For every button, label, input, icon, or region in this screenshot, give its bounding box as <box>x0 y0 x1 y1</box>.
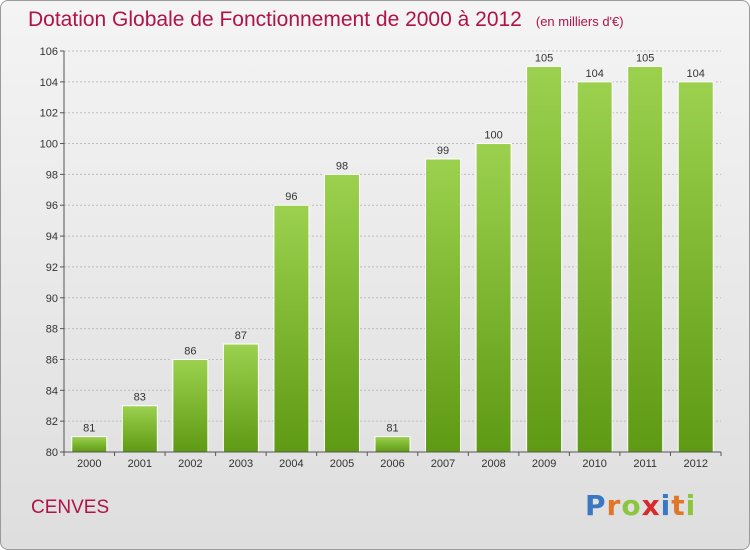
bar-2004 <box>273 204 310 453</box>
proxiti-letter: r <box>606 489 622 522</box>
data-label-2011: 105 <box>636 52 654 64</box>
y-tick-label: 96 <box>46 200 58 212</box>
y-tick-label: 104 <box>40 77 58 89</box>
commune-name: CENVES <box>31 497 110 518</box>
x-tick-label-2003: 2003 <box>229 458 253 470</box>
bar-2011 <box>627 65 664 453</box>
proxiti-letter: t <box>671 489 686 522</box>
bars <box>71 65 714 453</box>
data-label-2006: 81 <box>386 423 398 435</box>
bar-2002 <box>172 358 209 453</box>
data-label-2002: 86 <box>184 345 196 357</box>
bar-2003 <box>222 343 259 453</box>
proxiti-letter: i <box>660 489 672 522</box>
x-tick-label-2007: 2007 <box>431 458 455 470</box>
x-tick-label-2004: 2004 <box>279 458 303 470</box>
proxiti-letter: o <box>621 489 642 522</box>
grid-lines <box>64 50 721 453</box>
x-tick-label-2010: 2010 <box>582 458 606 470</box>
bar-2010 <box>576 81 613 453</box>
y-tick-label: 84 <box>46 385 58 397</box>
bar-2000 <box>71 436 108 453</box>
data-label-2009: 105 <box>535 52 553 64</box>
bar-2006 <box>374 436 411 453</box>
bar-2008 <box>475 143 512 453</box>
x-tick-label-2002: 2002 <box>178 458 202 470</box>
chart-title: Dotation Globale de Fonctionnement de 20… <box>28 8 624 31</box>
data-label-2012: 104 <box>687 68 705 80</box>
data-labels: 81 83 86 87 96 98 81 99 100 105 104 105 104 <box>83 52 705 434</box>
data-label-2010: 104 <box>585 68 603 80</box>
axes: 80 82 84 86 88 90 92 94 96 98 100 102 104 106 2000 2001… <box>40 46 722 470</box>
y-tick-label: 90 <box>46 293 58 305</box>
x-tick-label-2008: 2008 <box>481 458 505 470</box>
y-tick-label: 82 <box>46 416 58 428</box>
y-tick-label: 80 <box>46 447 58 459</box>
y-tick-label: 86 <box>46 354 58 366</box>
x-tick-label-2006: 2006 <box>380 458 404 470</box>
x-tick-label-2000: 2000 <box>77 458 101 470</box>
bar-2009 <box>526 65 563 453</box>
proxiti-logo: Proxiti <box>585 489 696 522</box>
proxiti-letter: P <box>585 489 607 522</box>
data-label-2005: 98 <box>336 160 348 172</box>
x-tick-label-2012: 2012 <box>683 458 707 470</box>
proxiti-letter: i <box>685 489 697 522</box>
bar-2005 <box>323 173 360 453</box>
data-label-2007: 99 <box>437 145 449 157</box>
proxiti-letter: x <box>641 489 661 522</box>
data-label-2008: 100 <box>484 130 502 142</box>
y-tick-label: 88 <box>46 324 58 336</box>
y-tick-label: 92 <box>46 262 58 274</box>
data-label-2004: 96 <box>285 191 297 203</box>
x-tick-label-2009: 2009 <box>532 458 556 470</box>
x-tick-label-2011: 2011 <box>633 458 657 470</box>
y-tick-label: 106 <box>40 46 58 58</box>
x-tick-label-2001: 2001 <box>128 458 152 470</box>
y-tick-label: 98 <box>46 169 58 181</box>
data-label-2001: 83 <box>134 392 146 404</box>
bar-2012 <box>677 81 714 453</box>
y-tick-label: 94 <box>46 231 58 243</box>
data-label-2003: 87 <box>235 330 247 342</box>
y-tick-label: 100 <box>40 139 58 151</box>
x-tick-label-2005: 2005 <box>330 458 354 470</box>
bar-2007 <box>425 158 462 453</box>
y-tick-label: 102 <box>40 108 58 120</box>
chart-subtitle: (en milliers d'€) <box>535 14 624 29</box>
data-label-2000: 81 <box>83 423 95 435</box>
bar-2001 <box>121 405 158 453</box>
